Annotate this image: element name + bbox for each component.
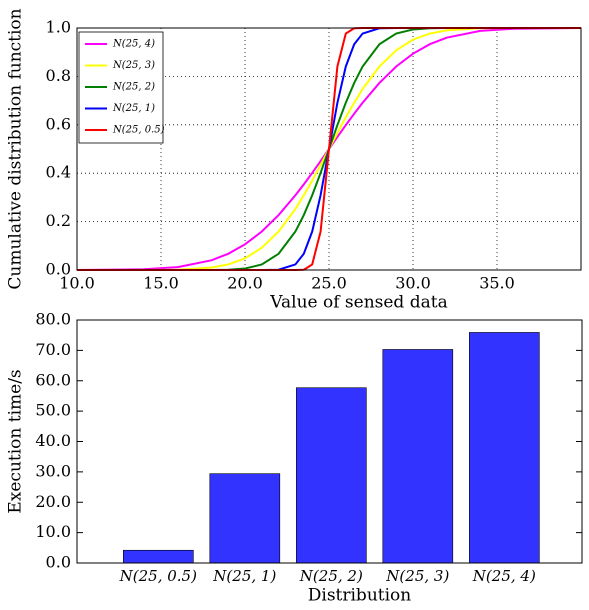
- legend-label: N(25, 1): [112, 103, 155, 114]
- legend: N(25, 4) N(25, 3) N(25, 2) N(25, 1) N(25, 0.…: [78, 31, 165, 144]
- x-axis-label: Value of sensed data: [269, 293, 447, 313]
- x-tick-label: 25.0: [311, 274, 347, 293]
- legend-label: N(25, 0.5): [112, 125, 165, 136]
- y-tick-label: 0.4: [46, 163, 71, 182]
- bar: [382, 349, 454, 564]
- bar: [209, 473, 281, 564]
- x-tick-label: 10.0: [59, 274, 95, 293]
- y-tick-label: 0.2: [46, 211, 71, 230]
- x-tick-label: 30.0: [395, 274, 431, 293]
- y-axis-label: Execution time/s: [6, 369, 26, 513]
- y-tick-label: 70.0: [35, 340, 71, 359]
- axes-frame: [76, 319, 583, 564]
- x-tick-label: N(25, 4): [472, 567, 536, 585]
- x-tick-label: 35.0: [479, 274, 515, 293]
- y-tick-label: 0.0: [46, 260, 71, 279]
- x-tick-label: N(25, 1): [212, 567, 276, 585]
- legend-label: N(25, 2): [112, 82, 155, 93]
- legend-label: N(25, 3): [112, 60, 155, 71]
- y-tick-label: 20.0: [35, 492, 71, 511]
- y-tick-label: 60.0: [35, 370, 71, 389]
- x-tick-label: N(25, 0.5): [119, 567, 197, 585]
- legend-label: N(25, 4): [112, 39, 155, 50]
- y-tick-label: 30.0: [35, 461, 71, 480]
- bar: [469, 332, 540, 564]
- y-tick-label: 0.8: [46, 66, 71, 85]
- y-tick-label: 80.0: [35, 310, 71, 329]
- bar: [123, 549, 194, 564]
- x-tick-label: 20.0: [227, 274, 263, 293]
- bar: [296, 387, 367, 564]
- y-tick-label: 0.6: [46, 114, 71, 133]
- y-tick-label: 1.0: [46, 18, 71, 37]
- x-tick-label: 15.0: [143, 274, 179, 293]
- y-tick-label: 10.0: [35, 522, 71, 541]
- y-tick-label: 50.0: [35, 401, 71, 420]
- axes-frame: [76, 27, 582, 271]
- y-tick-label: 0.0: [46, 553, 71, 572]
- x-tick-label: N(25, 2): [299, 567, 363, 585]
- x-tick-label: N(25, 3): [385, 567, 449, 585]
- y-tick-label: 40.0: [35, 431, 71, 450]
- y-axis-label: Cumulative distribution function: [6, 8, 26, 289]
- x-axis-label: Distribution: [308, 586, 412, 606]
